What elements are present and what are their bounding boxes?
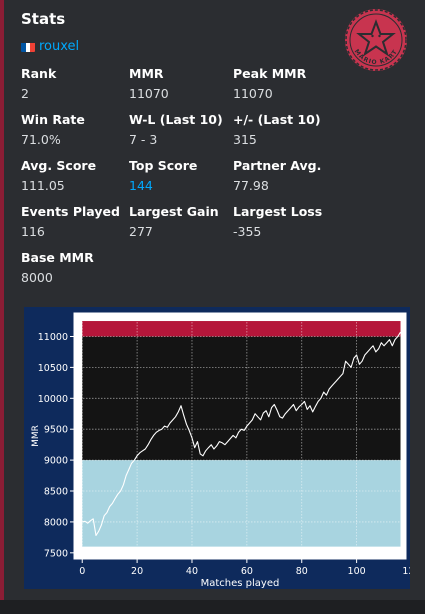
stat-value: 111.05: [21, 178, 65, 193]
stat-label: W-L (Last 10): [129, 112, 223, 127]
stat-label: Peak MMR: [233, 66, 307, 81]
stat-value: 2: [21, 86, 29, 101]
stat-peak-mmr: Peak MMR 11070: [233, 66, 306, 102]
stat-wl-last10: W-L (Last 10) 7 - 3: [129, 112, 223, 148]
rank-band-2: [82, 321, 401, 337]
stat-top-score: Top Score 144: [129, 158, 197, 194]
stat-value: 277: [129, 224, 153, 239]
stat-win-rate: Win Rate 71.0%: [21, 112, 85, 148]
stat-label: Largest Gain: [129, 204, 219, 219]
stat-value: 7 - 3: [129, 132, 158, 147]
y-tick-label: 7500: [44, 548, 68, 559]
x-tick-label: 100: [348, 566, 366, 577]
stat-value: 11070: [129, 86, 169, 101]
stat-rank: Rank 2: [21, 66, 56, 102]
stat-label: Top Score: [129, 158, 198, 173]
x-axis-label: Matches played: [201, 578, 280, 589]
player-link[interactable]: rouxel: [21, 39, 79, 54]
player-name[interactable]: rouxel: [39, 39, 80, 54]
stat-label: Avg. Score: [21, 158, 97, 173]
stat-value: -355: [233, 224, 262, 239]
x-tick-label: 60: [241, 566, 253, 577]
stat-label: Rank: [21, 66, 57, 81]
rank-band-1: [82, 336, 401, 461]
stat-value: 116: [21, 224, 45, 239]
y-tick-label: 9000: [44, 456, 68, 467]
stat-mmr: MMR 11070: [129, 66, 169, 102]
y-tick-label: 10500: [38, 363, 68, 374]
stat-label: +/- (Last 10): [233, 112, 321, 127]
mmr-series-line: [82, 331, 401, 537]
stat-value: 315: [233, 132, 257, 147]
y-tick-label: 10000: [38, 394, 68, 405]
stats-card: Stats rouxel MARIO KART Rank 2 MMR 11070 Pea…: [4, 0, 425, 600]
accent-bar: [0, 0, 4, 614]
plot-frame: [73, 312, 407, 560]
stat-largest-gain: Largest Gain 277: [129, 204, 219, 240]
x-tick-label: 80: [296, 566, 308, 577]
stat-events-played: Events Played 116: [21, 204, 120, 240]
rank-band-0: [82, 460, 401, 547]
y-tick-label: 9500: [44, 425, 68, 436]
france-flag-icon: [21, 42, 35, 52]
stat-base-mmr: Base MMR 8000: [21, 250, 94, 286]
x-tick-label: 120: [402, 566, 410, 577]
stat-label: Events Played: [21, 204, 120, 219]
y-axis-label: MMR: [31, 425, 41, 447]
stat-largest-loss: Largest Loss -355: [233, 204, 322, 240]
stat-label: Largest Loss: [233, 204, 323, 219]
mmr-chart-svg: 0 20 40 60 80 100 120 7500 8000 8500 9000 9500 10000…: [31, 312, 421, 589]
stat-value: 71.0%: [21, 132, 61, 147]
x-tick-label: 40: [186, 566, 198, 577]
stat-partner-avg: Partner Avg. 77.98: [233, 158, 321, 194]
x-tick-label: 0: [79, 566, 85, 577]
stat-label: Partner Avg.: [233, 158, 322, 173]
mario-kart-rank-badge-icon: MARIO KART: [345, 9, 407, 71]
y-tick-label: 11000: [38, 332, 68, 343]
stat-value: 77.98: [233, 178, 269, 193]
stat-label: Base MMR: [21, 250, 94, 265]
stat-label: MMR: [129, 66, 164, 81]
x-tick-label: 20: [131, 566, 143, 577]
stat-label: Win Rate: [21, 112, 85, 127]
stat-avg-score: Avg. Score 111.05: [21, 158, 96, 194]
y-tick-label: 8500: [44, 487, 68, 498]
stat-value[interactable]: 144: [129, 178, 153, 193]
stat-value: 11070: [233, 86, 273, 101]
mmr-chart: 0 20 40 60 80 100 120 7500 8000 8500 9000 9500 10000…: [24, 307, 421, 589]
page-title: Stats: [21, 10, 66, 28]
y-tick-label: 8000: [44, 517, 68, 528]
stat-value: 8000: [21, 270, 53, 285]
bottom-strip: [0, 600, 425, 614]
stat-plusminus-last10: +/- (Last 10) 315: [233, 112, 321, 148]
